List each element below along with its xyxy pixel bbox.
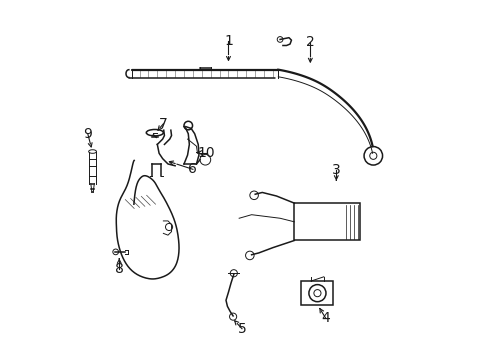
Text: 5: 5: [237, 322, 246, 336]
Text: 7: 7: [159, 117, 167, 131]
Text: 1: 1: [224, 33, 232, 48]
Text: 8: 8: [115, 262, 123, 276]
Text: 3: 3: [331, 163, 340, 177]
Text: 10: 10: [197, 145, 215, 159]
Text: 6: 6: [188, 162, 197, 176]
Bar: [301, 281, 333, 305]
Text: 9: 9: [83, 127, 92, 141]
Text: 2: 2: [305, 35, 314, 49]
Text: 4: 4: [321, 311, 329, 325]
